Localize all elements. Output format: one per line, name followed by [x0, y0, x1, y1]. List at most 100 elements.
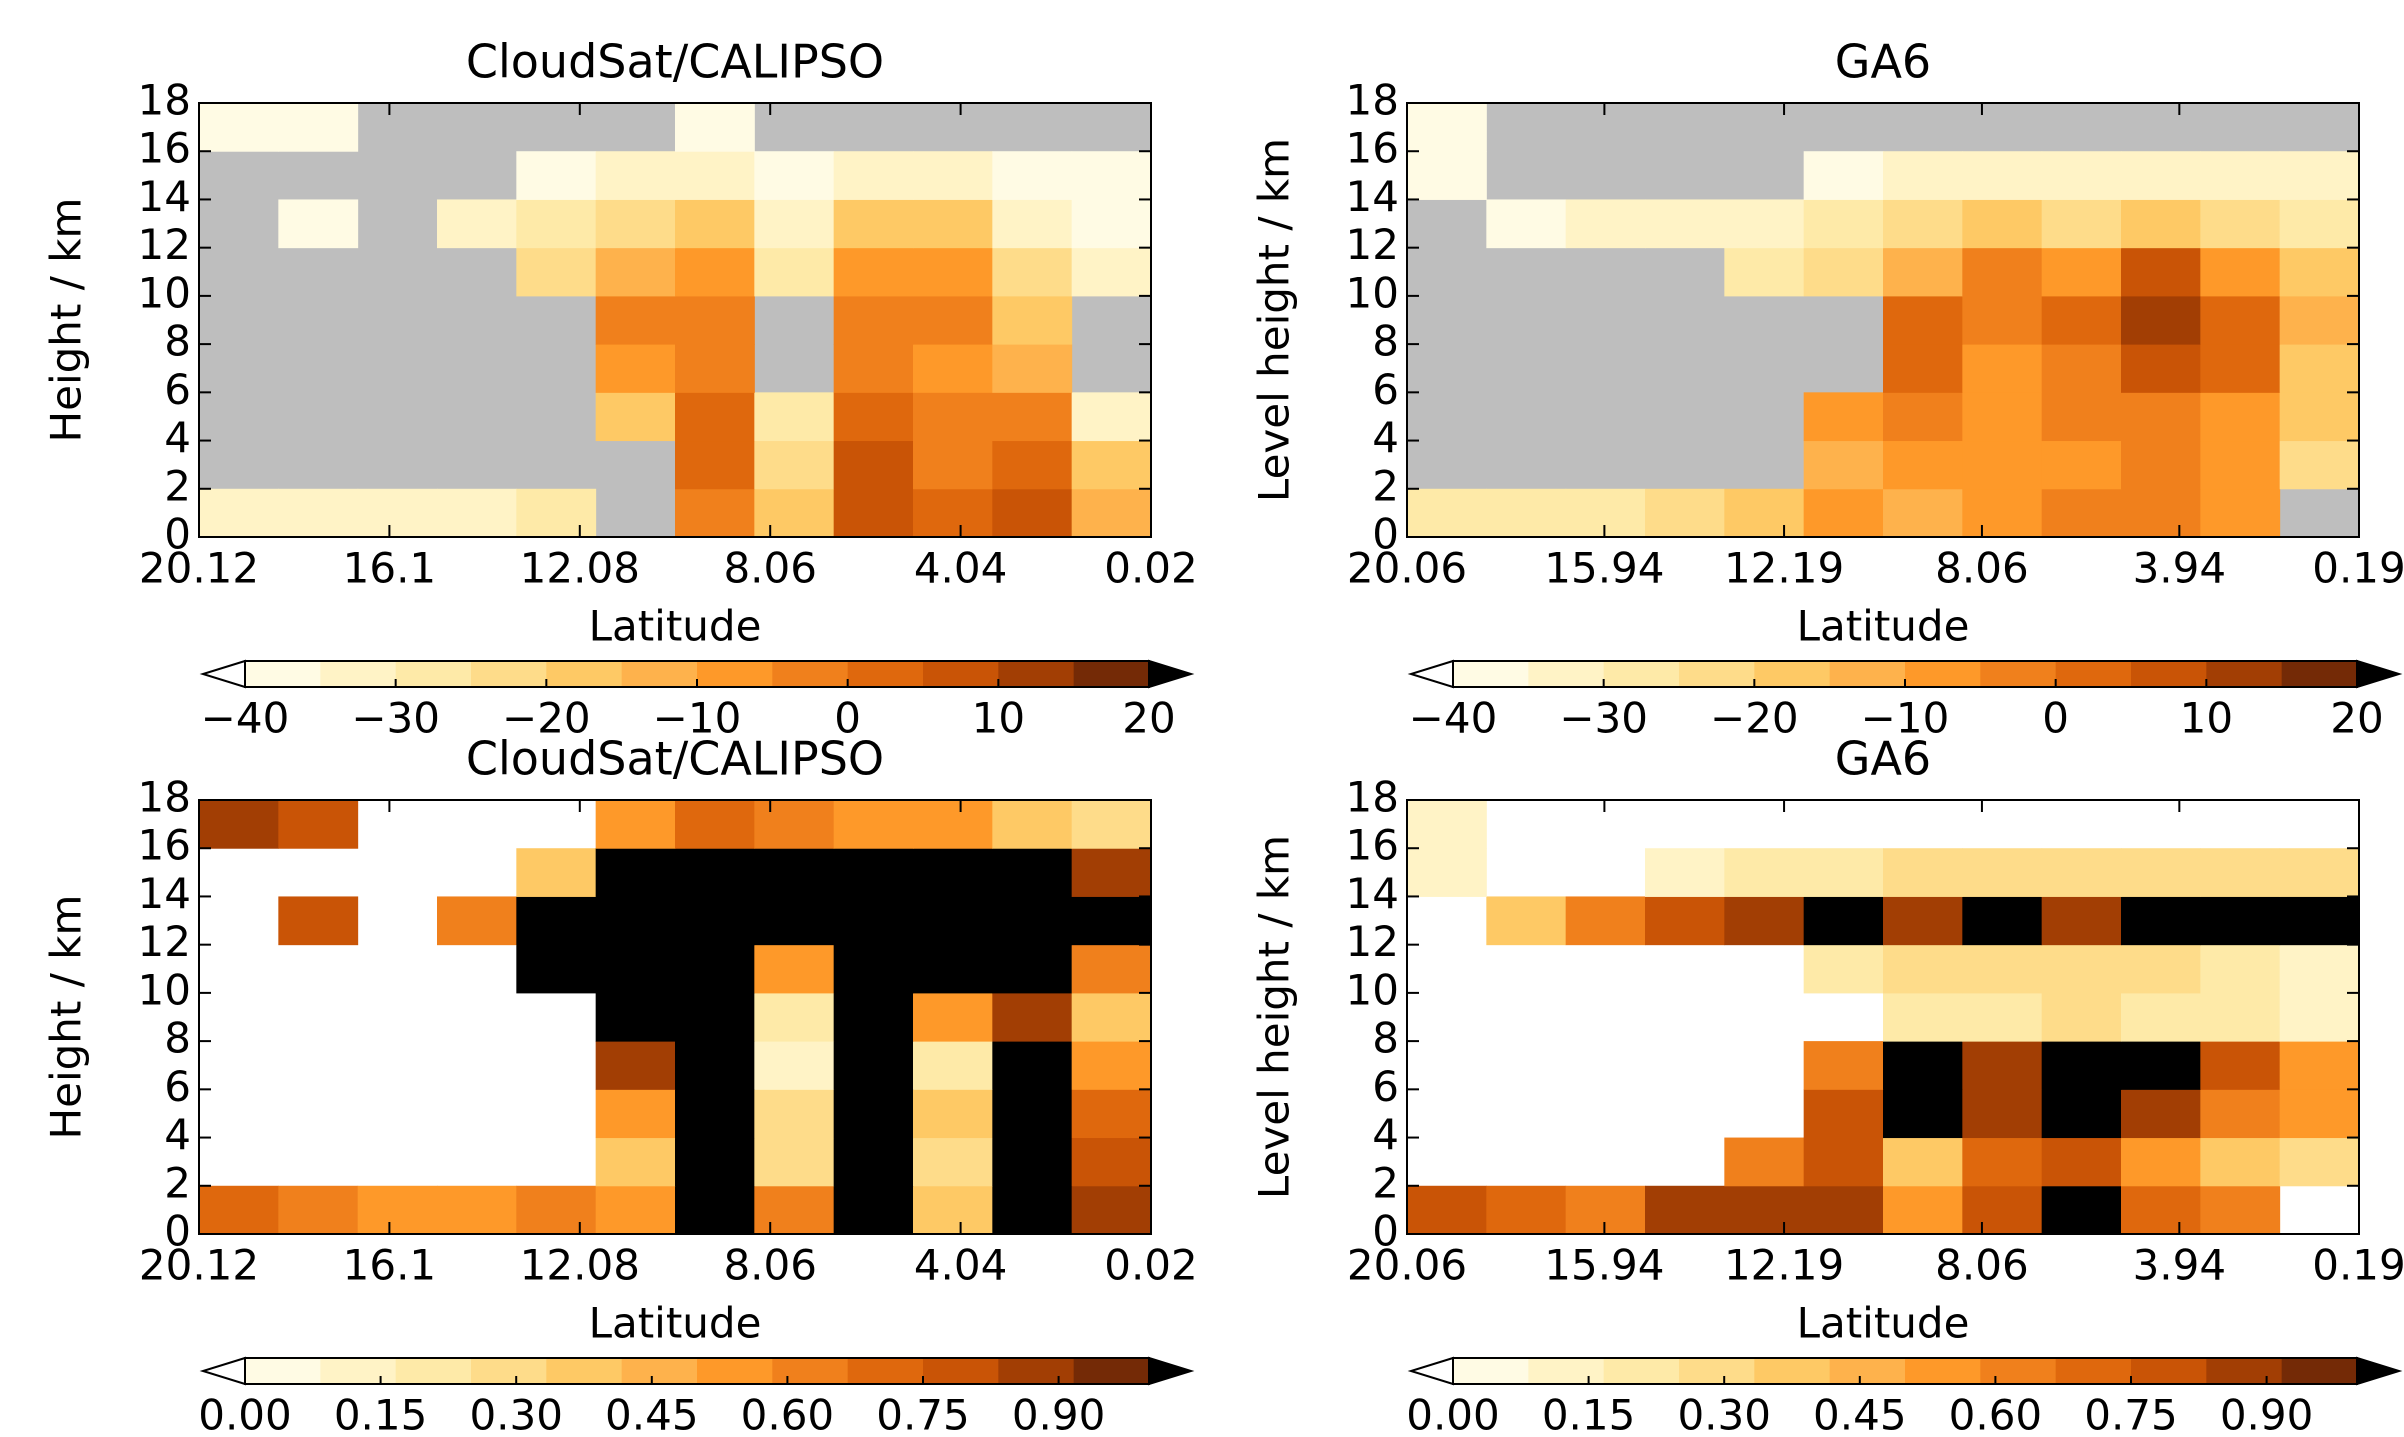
colorbar-tick-label: 0.30	[1677, 1391, 1771, 1437]
heat-cell	[754, 1089, 835, 1139]
heat-cell	[2121, 440, 2201, 490]
colorbar-tick-label: 0.30	[469, 1391, 563, 1437]
y-tick-label: 2	[1372, 461, 1399, 510]
colorbar-under	[199, 1356, 246, 1386]
heat-cell	[754, 1041, 835, 1090]
colorbar-tick-label: −40	[201, 694, 290, 743]
heat-cell	[1803, 151, 1884, 200]
heat-cell	[675, 247, 755, 297]
colorbar-band	[2281, 661, 2358, 687]
colorbar-tick-label: −40	[1409, 694, 1498, 743]
heat-cell	[913, 848, 993, 897]
x-tick-label: 20.12	[139, 1241, 259, 1290]
heat-cell	[2279, 896, 2360, 946]
heat-cell	[2121, 848, 2201, 897]
heat-cell	[1407, 151, 1487, 200]
colorbar-band	[320, 661, 397, 687]
colorbar-band	[923, 1358, 999, 1384]
heat-cell	[199, 488, 279, 538]
heat-cell	[595, 800, 676, 849]
heat-cell	[2041, 896, 2122, 946]
x-tick-label: 12.19	[1724, 544, 1844, 593]
heat-cell	[2121, 392, 2201, 442]
colorbar-band	[546, 661, 623, 687]
heat-cell	[1724, 1185, 1805, 1235]
heat-cell	[833, 1137, 914, 1187]
y-tick-label: 6	[1372, 1062, 1399, 1111]
x-tick-label: 0.02	[1104, 1241, 1198, 1290]
heat-cell	[1071, 944, 1152, 994]
heat-cell	[437, 199, 517, 249]
heat-cell	[754, 247, 835, 297]
heat-cell	[1565, 488, 1646, 538]
heat-cell	[833, 392, 914, 442]
heat-cell	[2279, 247, 2360, 297]
heat-cell	[278, 199, 359, 249]
heat-cell	[2121, 247, 2201, 297]
colorbar-tick-label: −10	[1861, 694, 1950, 743]
x-tick-label: 0.02	[1104, 544, 1198, 593]
heat-cell	[1724, 199, 1805, 249]
heat-cell	[1962, 1137, 2043, 1187]
heat-cell	[199, 103, 279, 152]
chart-title: CloudSat/CALIPSO	[466, 35, 884, 89]
heat-cell	[1645, 199, 1725, 249]
heat-cell	[595, 992, 676, 1042]
heat-cell	[833, 295, 914, 345]
x-axis-label: Latitude	[1797, 1299, 1970, 1348]
heat-cell	[992, 848, 1073, 897]
x-tick-label: 15.94	[1544, 544, 1664, 593]
heat-cell	[675, 392, 755, 442]
heat-cell	[595, 1137, 676, 1187]
heat-cell	[437, 896, 517, 946]
heat-cell	[2121, 295, 2201, 345]
x-tick-label: 4.04	[914, 1241, 1008, 1290]
colorbar-under	[1407, 659, 1454, 689]
colorbar-band	[772, 661, 849, 687]
colorbar-over	[2356, 659, 2403, 689]
y-tick-label: 2	[164, 461, 191, 510]
heat-cell	[675, 1137, 755, 1187]
heat-cell	[1724, 848, 1805, 897]
heat-cell	[1883, 1041, 1963, 1090]
colorbar-tick-label: 0.45	[1813, 1391, 1907, 1437]
y-tick-label: 8	[1372, 317, 1399, 366]
colorbar-tick-label: 0.00	[1406, 1391, 1500, 1437]
heat-cell	[2200, 1041, 2281, 1090]
heat-cell	[913, 440, 993, 490]
heat-cell	[1803, 392, 1884, 442]
colorbar-tick-label: −10	[653, 694, 742, 743]
plot-frame	[198, 102, 1152, 538]
heat-cell	[675, 848, 755, 897]
heat-cell	[1071, 151, 1152, 200]
heat-cell	[1803, 1041, 1884, 1090]
heat-cell	[2041, 848, 2122, 897]
colorbar-over	[2356, 1356, 2403, 1386]
heat-cell	[992, 344, 1073, 393]
heat-cell	[1645, 1185, 1725, 1235]
heat-cell	[675, 944, 755, 994]
colorbar-over	[1148, 659, 1195, 689]
heat-cell	[1962, 247, 2043, 297]
heat-cell	[675, 151, 755, 200]
colorbar-band	[2131, 1358, 2207, 1384]
x-tick-label: 16.1	[343, 544, 437, 593]
heat-cell	[1962, 1041, 2043, 1090]
heat-cell	[754, 800, 835, 849]
colorbar-frame	[244, 1357, 1150, 1385]
colorbar-tick-label: 0.75	[2084, 1391, 2178, 1437]
heat-cell	[1883, 488, 1963, 538]
colorbar-band	[1905, 1358, 1981, 1384]
heat-cell	[595, 1089, 676, 1139]
y-tick-label: 8	[1372, 1014, 1399, 1063]
heat-cell	[1962, 992, 2043, 1042]
heat-cell	[913, 199, 993, 249]
heat-cell	[1407, 103, 1487, 152]
heat-cell	[2200, 151, 2281, 200]
colorbar-band	[395, 1358, 472, 1384]
heat-cell	[1803, 488, 1884, 538]
heat-cell	[1883, 295, 1963, 345]
heat-cell	[357, 1185, 438, 1235]
heat-cell	[1407, 848, 1487, 897]
